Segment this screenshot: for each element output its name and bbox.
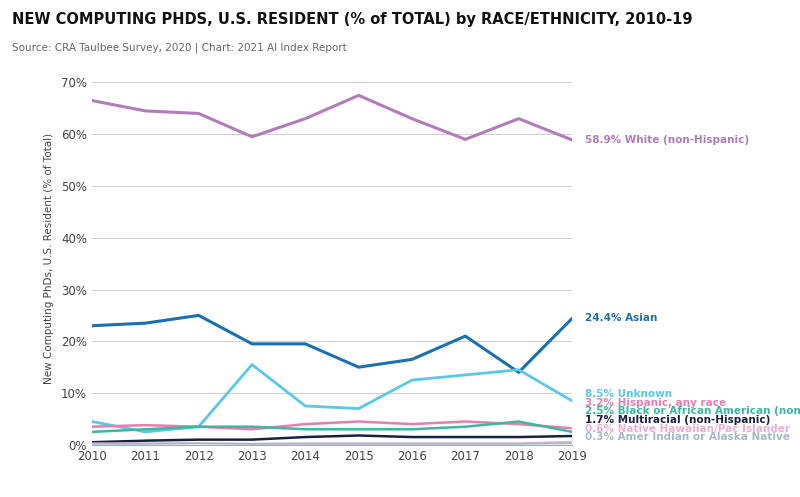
- Text: 8.5% Unknown: 8.5% Unknown: [586, 389, 673, 399]
- Text: Source: CRA Taulbee Survey, 2020 | Chart: 2021 AI Index Report: Source: CRA Taulbee Survey, 2020 | Chart…: [12, 42, 346, 53]
- Text: NEW COMPUTING PHDS, U.S. RESIDENT (% of TOTAL) by RACE/ETHNICITY, 2010-19: NEW COMPUTING PHDS, U.S. RESIDENT (% of …: [12, 12, 693, 27]
- Text: 0.6% Native Hawaiian/Pac Islander: 0.6% Native Hawaiian/Pac Islander: [586, 424, 790, 434]
- Text: 2.5% Black or African American (non-Hispanic): 2.5% Black or African American (non-Hisp…: [586, 406, 800, 416]
- Text: 3.2% Hispanic, any race: 3.2% Hispanic, any race: [586, 398, 726, 408]
- Y-axis label: New Computing PhDs, U.S. Resident (% of Total): New Computing PhDs, U.S. Resident (% of …: [44, 133, 54, 384]
- Text: 24.4% Asian: 24.4% Asian: [586, 314, 658, 324]
- Text: 1.7% Multiracial (non-Hispanic): 1.7% Multiracial (non-Hispanic): [586, 415, 770, 425]
- Text: 58.9% White (non-Hispanic): 58.9% White (non-Hispanic): [586, 135, 750, 145]
- Text: 0.3% Amer Indian or Alaska Native: 0.3% Amer Indian or Alaska Native: [586, 432, 790, 442]
